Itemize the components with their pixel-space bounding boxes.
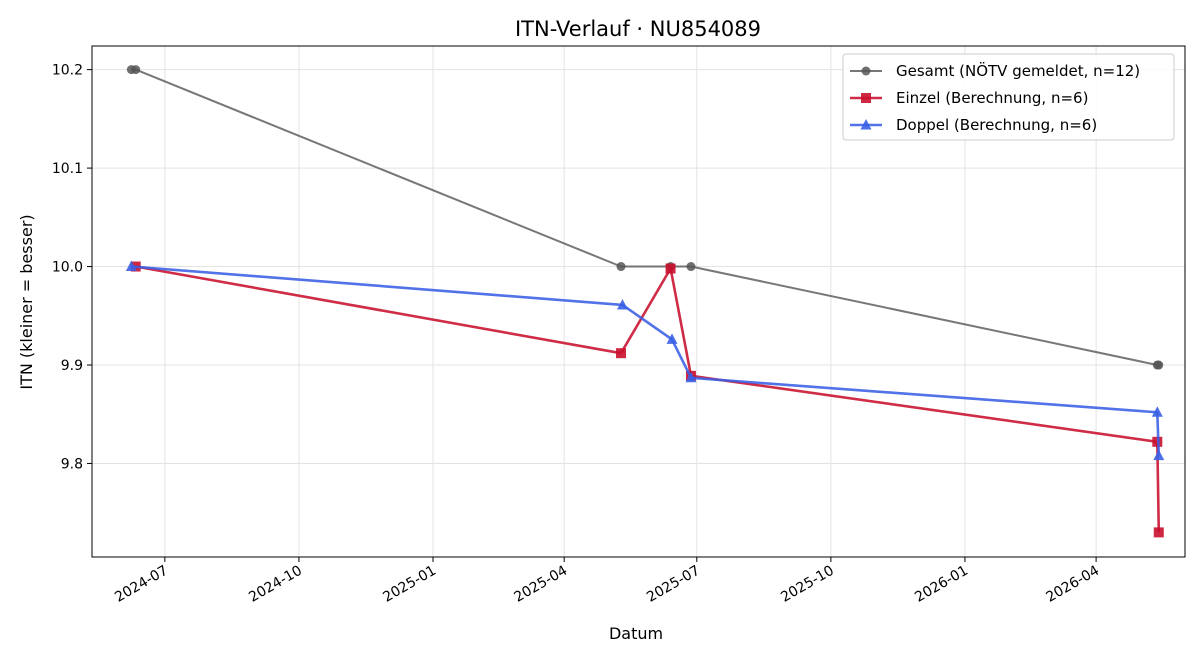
- data-point: [616, 262, 626, 272]
- data-point: [666, 333, 678, 344]
- series-line: [131, 265, 1161, 456]
- legend: Gesamt (NÖTV gemeldet, n=12) Einzel (Bere…: [842, 53, 1175, 141]
- data-point: [616, 348, 627, 359]
- legend-swatch-marker: [861, 66, 871, 76]
- data-point: [1151, 406, 1163, 417]
- y-tick-label: 10.1: [52, 161, 83, 177]
- y-tick-label: 10.2: [52, 63, 83, 79]
- chart-title: ITN-Verlauf · NU854089: [515, 17, 761, 41]
- series-triangle: [125, 260, 1165, 461]
- legend-label: Gesamt (NÖTV gemeldet, n=12): [896, 61, 1140, 80]
- data-point: [1153, 449, 1165, 461]
- legend-items: Gesamt (NÖTV gemeldet, n=12) Einzel (Bere…: [850, 61, 1140, 134]
- y-tick-label: 9.9: [61, 358, 83, 374]
- plot-frame: [91, 45, 1186, 558]
- y-axis-label: ITN (kleiner = besser): [17, 214, 36, 389]
- legend-item: Doppel (Berechnung, n=6): [850, 116, 1097, 134]
- legend-item: Gesamt (NÖTV gemeldet, n=12): [850, 61, 1140, 80]
- y-tick-label: 10.0: [52, 260, 83, 276]
- data-point: [685, 371, 697, 383]
- data-point: [1154, 360, 1164, 370]
- legend-item: Einzel (Berechnung, n=6): [850, 89, 1088, 107]
- x-axis-label: Datum: [609, 624, 663, 643]
- series-layer: [125, 65, 1165, 538]
- data-point: [125, 260, 137, 272]
- data-point: [616, 298, 628, 310]
- legend-swatch-marker: [861, 93, 871, 103]
- data-point: [131, 65, 141, 75]
- data-point: [1153, 527, 1164, 538]
- y-tick-label: 9.8: [61, 456, 83, 472]
- data-point: [665, 263, 676, 274]
- legend-label: Einzel (Berechnung, n=6): [896, 89, 1088, 107]
- data-point: [686, 262, 696, 272]
- legend-box: [842, 53, 1175, 141]
- legend-swatch-marker: [860, 119, 872, 130]
- legend-label: Doppel (Berechnung, n=6): [896, 116, 1097, 134]
